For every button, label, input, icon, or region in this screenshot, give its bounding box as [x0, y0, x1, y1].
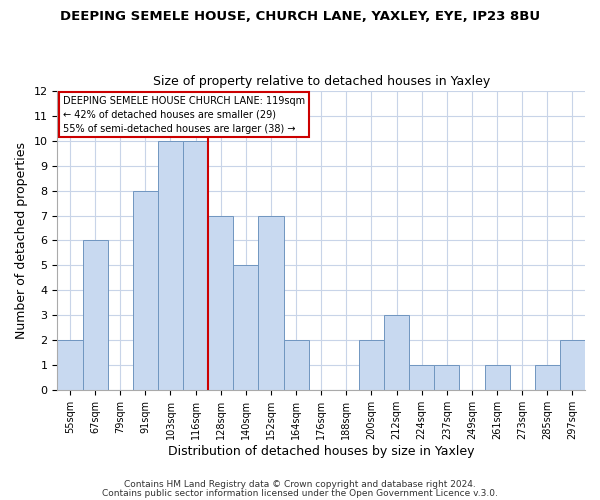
Bar	[485, 365, 509, 390]
Bar	[208, 216, 233, 390]
Text: DEEPING SEMELE HOUSE, CHURCH LANE, YAXLEY, EYE, IP23 8BU: DEEPING SEMELE HOUSE, CHURCH LANE, YAXLE…	[60, 10, 540, 23]
Bar	[58, 340, 83, 390]
Y-axis label: Number of detached properties: Number of detached properties	[15, 142, 28, 339]
Text: Contains HM Land Registry data © Crown copyright and database right 2024.: Contains HM Land Registry data © Crown c…	[124, 480, 476, 489]
Text: DEEPING SEMELE HOUSE CHURCH LANE: 119sqm
← 42% of detached houses are smaller (2: DEEPING SEMELE HOUSE CHURCH LANE: 119sqm…	[62, 96, 305, 134]
Bar	[434, 365, 460, 390]
Bar	[384, 315, 409, 390]
Bar	[359, 340, 384, 390]
Bar	[259, 216, 284, 390]
Bar	[158, 141, 183, 390]
Bar	[284, 340, 308, 390]
X-axis label: Distribution of detached houses by size in Yaxley: Distribution of detached houses by size …	[168, 444, 475, 458]
Bar	[560, 340, 585, 390]
Bar	[133, 190, 158, 390]
Text: Contains public sector information licensed under the Open Government Licence v.: Contains public sector information licen…	[102, 489, 498, 498]
Title: Size of property relative to detached houses in Yaxley: Size of property relative to detached ho…	[152, 76, 490, 88]
Bar	[409, 365, 434, 390]
Bar	[83, 240, 107, 390]
Bar	[535, 365, 560, 390]
Bar	[183, 141, 208, 390]
Bar	[233, 266, 259, 390]
